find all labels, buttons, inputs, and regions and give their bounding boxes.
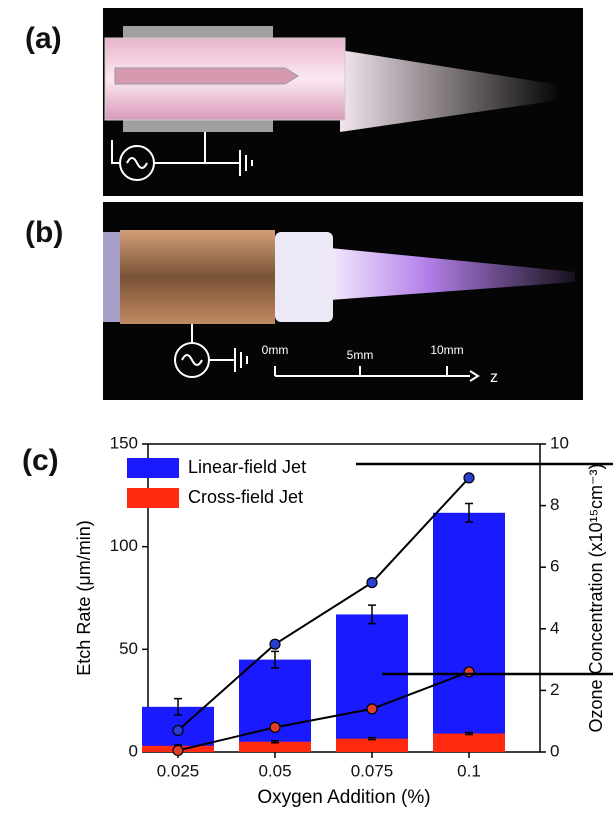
marker [463, 666, 475, 678]
x-tick-label: 0.05 [258, 761, 291, 780]
error-bar [174, 697, 182, 716]
bar [336, 614, 408, 752]
marker [269, 638, 281, 650]
y2-tick-label: 0 [550, 741, 559, 760]
bar [336, 738, 408, 752]
plume [330, 248, 575, 300]
y-tick-label: 100 [110, 536, 138, 555]
panel-label: (a) [25, 22, 62, 55]
legend-label: Cross-field Jet [188, 487, 303, 507]
plume [340, 50, 560, 132]
error-bar [368, 604, 376, 625]
y2-tick-label: 2 [550, 680, 559, 699]
chart: 0 50 100 150 0 2 4 6 8 10 0.025 0.05 0.075 0.1 Oxygen … [74, 433, 613, 808]
needle [114, 67, 299, 85]
bar [433, 512, 505, 752]
circuit-a [111, 132, 253, 181]
bar [433, 733, 505, 752]
y2-tick-label: 6 [550, 557, 559, 576]
scale-axis: z [490, 369, 498, 386]
marker [366, 576, 378, 589]
scale-label: 10mm [430, 343, 463, 357]
y2-tick-label: 4 [550, 618, 559, 637]
marker [172, 744, 184, 757]
circuit-b [174, 324, 480, 382]
legend-swatch [127, 488, 179, 508]
y-tick-label: 50 [119, 639, 138, 658]
error-bar [271, 739, 279, 744]
legend-label: Linear-field Jet [188, 457, 306, 477]
y2-tick-label: 10 [550, 433, 569, 452]
y2-axis-label: Ozone Concentration (x10¹⁵cm⁻³) [586, 463, 606, 732]
scale-label: 0mm [262, 343, 289, 357]
error-bar [271, 650, 279, 669]
arrow [382, 672, 613, 676]
electrode [120, 230, 275, 324]
arrow [356, 462, 613, 466]
electrode [123, 120, 273, 132]
marker [269, 721, 281, 733]
panel-label: (c) [22, 444, 59, 477]
panel-label: (b) [25, 216, 63, 249]
x-tick-label: 0.025 [157, 761, 200, 780]
bar [239, 659, 311, 752]
x-tick-label: 0.1 [457, 761, 481, 780]
y2-tick-label: 8 [550, 495, 559, 514]
legend-swatch [127, 458, 179, 478]
error-bar [465, 502, 473, 523]
y-axis-label: Etch Rate (μm/min) [74, 520, 94, 675]
scale-label: 5mm [347, 348, 374, 362]
y-tick-label: 0 [129, 741, 138, 760]
bar [239, 741, 311, 752]
y-tick-label: 150 [110, 433, 138, 452]
line [177, 670, 470, 752]
marker [172, 724, 184, 737]
electrode [123, 26, 273, 38]
marker [463, 472, 475, 484]
x-tick-label: 0.075 [351, 761, 394, 780]
error-bar [465, 731, 473, 736]
x-axis-label: Oxygen Addition (%) [257, 787, 430, 808]
line [177, 477, 470, 732]
tube-end [275, 232, 333, 322]
marker [366, 703, 378, 715]
error-bar [368, 736, 376, 741]
